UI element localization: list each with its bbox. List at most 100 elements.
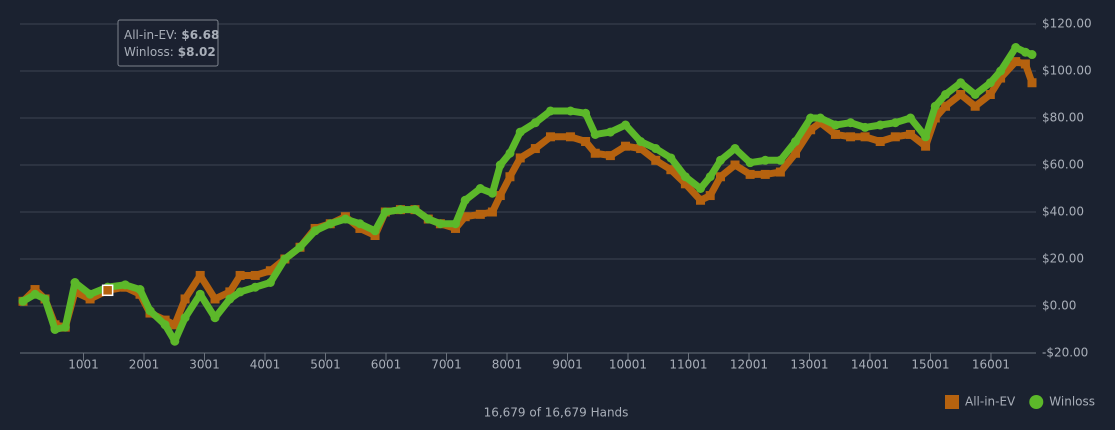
data-point [495,191,505,201]
data-point [515,127,525,137]
data-point [180,313,190,323]
data-point [815,113,825,123]
data-point [760,169,770,179]
y-tick-label: $120.00 [1042,17,1092,31]
data-point [621,141,631,151]
data-point [730,144,740,154]
data-point [370,231,380,240]
data-point [680,172,690,182]
data-point [715,172,725,182]
data-point [775,167,785,177]
legend-label[interactable]: All-in-EV [965,395,1016,409]
x-tick-label: 6001 [371,358,402,372]
tooltip-value: $8.02 [178,45,216,59]
data-point [985,78,995,88]
data-point [890,118,900,128]
data-point [651,155,661,165]
data-point [50,325,60,334]
data-point [30,289,40,299]
data-point [1020,59,1030,69]
data-point [225,294,235,304]
legend-marker[interactable] [945,395,959,409]
data-point [451,223,461,233]
data-point [460,212,470,222]
data-point [120,280,130,290]
data-point [423,214,433,224]
data-point [195,270,205,280]
x-tick-label: 7001 [431,358,462,372]
tooltip-entry: All-in-EV: $6.68 [124,28,219,42]
data-point [495,160,505,170]
data-point [745,158,755,168]
data-point [930,113,940,123]
data-point [680,179,690,189]
x-tick-label: 3001 [189,358,220,372]
data-point [487,207,497,217]
data-point [905,113,915,123]
data-point [970,90,980,99]
data-point [195,289,205,299]
data-point [135,285,145,295]
data-point [605,127,615,137]
data-point [1011,43,1021,52]
data-point [325,219,335,229]
data-point [435,219,445,229]
data-point [1011,57,1021,67]
data-point [941,90,951,99]
data-point [996,66,1006,76]
data-point [696,184,706,193]
data-point [40,294,50,304]
data-point [395,205,405,215]
y-tick-label: $80.00 [1042,111,1084,125]
data-point [921,141,931,151]
data-point [60,322,70,332]
data-point [250,270,260,280]
data-point [875,137,885,146]
series-line [21,44,1034,345]
data-point [180,294,190,304]
y-tick-label: $100.00 [1042,64,1092,78]
data-point [1027,50,1037,60]
data-point [730,160,740,170]
data-point [636,144,646,154]
data-point [475,184,485,193]
y-tick-label: $40.00 [1042,205,1084,219]
data-point [18,296,28,306]
data-point [666,153,676,163]
data-point [380,207,390,217]
x-tick-label: 9001 [552,358,583,372]
data-point [775,155,785,165]
y-tick-label: $60.00 [1042,158,1084,172]
data-point [475,209,485,219]
data-point [930,101,940,111]
data-point [170,336,180,346]
data-point [460,195,470,205]
data-point [791,137,801,146]
data-point [590,129,600,139]
legend-marker[interactable] [1029,395,1044,409]
data-point [806,113,816,123]
data-point [355,223,365,233]
data-point [235,270,245,280]
x-tick-label: 4001 [250,358,281,372]
series-line [20,58,1036,331]
data-point [160,320,170,330]
data-point [890,132,900,142]
data-point [235,287,245,297]
data-point [545,106,555,116]
data-point [565,106,575,116]
data-point [696,195,706,205]
data-point [956,90,966,99]
data-point [791,148,801,158]
data-point [636,137,646,146]
data-point [505,148,515,158]
data-point [225,287,235,297]
data-point [651,144,661,154]
data-point [250,282,260,292]
legend-label[interactable]: Winloss [1049,395,1095,409]
data-point [265,278,275,287]
data-point [487,188,497,198]
x-tick-label: 10001 [609,358,647,372]
data-point [815,118,825,128]
